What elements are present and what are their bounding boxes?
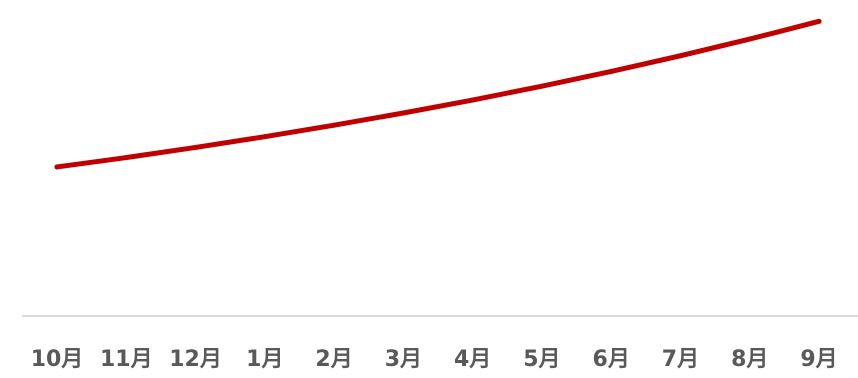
x-tick-label: 10月 (31, 347, 84, 372)
x-tick-label: 9月 (800, 347, 837, 372)
data-point-8月 (747, 36, 753, 42)
data-point-3月 (400, 110, 406, 116)
data-point-11月 (123, 155, 129, 161)
x-tick-label: 4月 (454, 347, 491, 372)
series-layer (54, 18, 822, 170)
data-point-1月 (262, 134, 268, 140)
x-tick-label: 12月 (169, 347, 222, 372)
x-tick-label: 5月 (523, 347, 560, 372)
x-tick-label: 1月 (246, 347, 283, 372)
data-point-4月 (470, 97, 476, 103)
data-point-9月 (816, 18, 822, 24)
data-point-2月 (331, 122, 337, 128)
data-point-5月 (539, 83, 545, 89)
data-point-6月 (608, 68, 614, 74)
data-point-10月 (54, 164, 60, 170)
x-tick-label: 3月 (385, 347, 422, 372)
x-tick-label: 7月 (662, 347, 699, 372)
x-tick-label: 11月 (100, 347, 153, 372)
x-tick-labels: 10月 11月 12月 1月 2月 3月 4月 5月 6月 7月 8月 9月 (31, 347, 838, 372)
data-point-7月 (677, 53, 683, 59)
x-tick-label: 6月 (593, 347, 630, 372)
x-tick-label: 2月 (315, 347, 352, 372)
series-line-0 (54, 18, 822, 170)
x-tick-label: 8月 (731, 347, 768, 372)
data-point-12月 (193, 144, 199, 150)
